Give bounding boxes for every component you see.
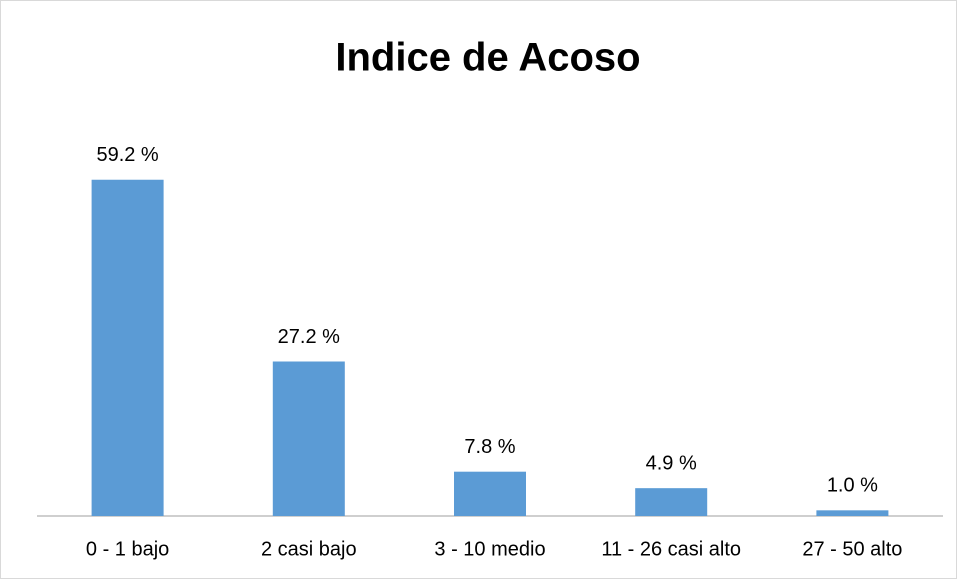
bar	[635, 488, 708, 516]
bar	[816, 510, 889, 516]
x-tick-label: 0 - 1 bajo	[86, 538, 169, 560]
bar	[454, 471, 526, 516]
data-label: 4.9 %	[646, 452, 697, 474]
data-label: 27.2 %	[278, 326, 340, 348]
data-label: 1.0 %	[827, 475, 878, 497]
x-tick-label: 2 casi bajo	[261, 538, 357, 560]
x-tick-label: 11 - 26 casi alto	[601, 538, 741, 560]
bar	[91, 179, 164, 516]
data-label: 59.2 %	[96, 144, 158, 166]
bar	[272, 361, 345, 516]
chart-title: Indice de Acoso	[335, 36, 640, 80]
x-tick-label: 3 - 10 medio	[434, 538, 545, 560]
data-label: 7.8 %	[464, 436, 515, 458]
x-tick-label: 27 - 50 alto	[802, 538, 902, 560]
